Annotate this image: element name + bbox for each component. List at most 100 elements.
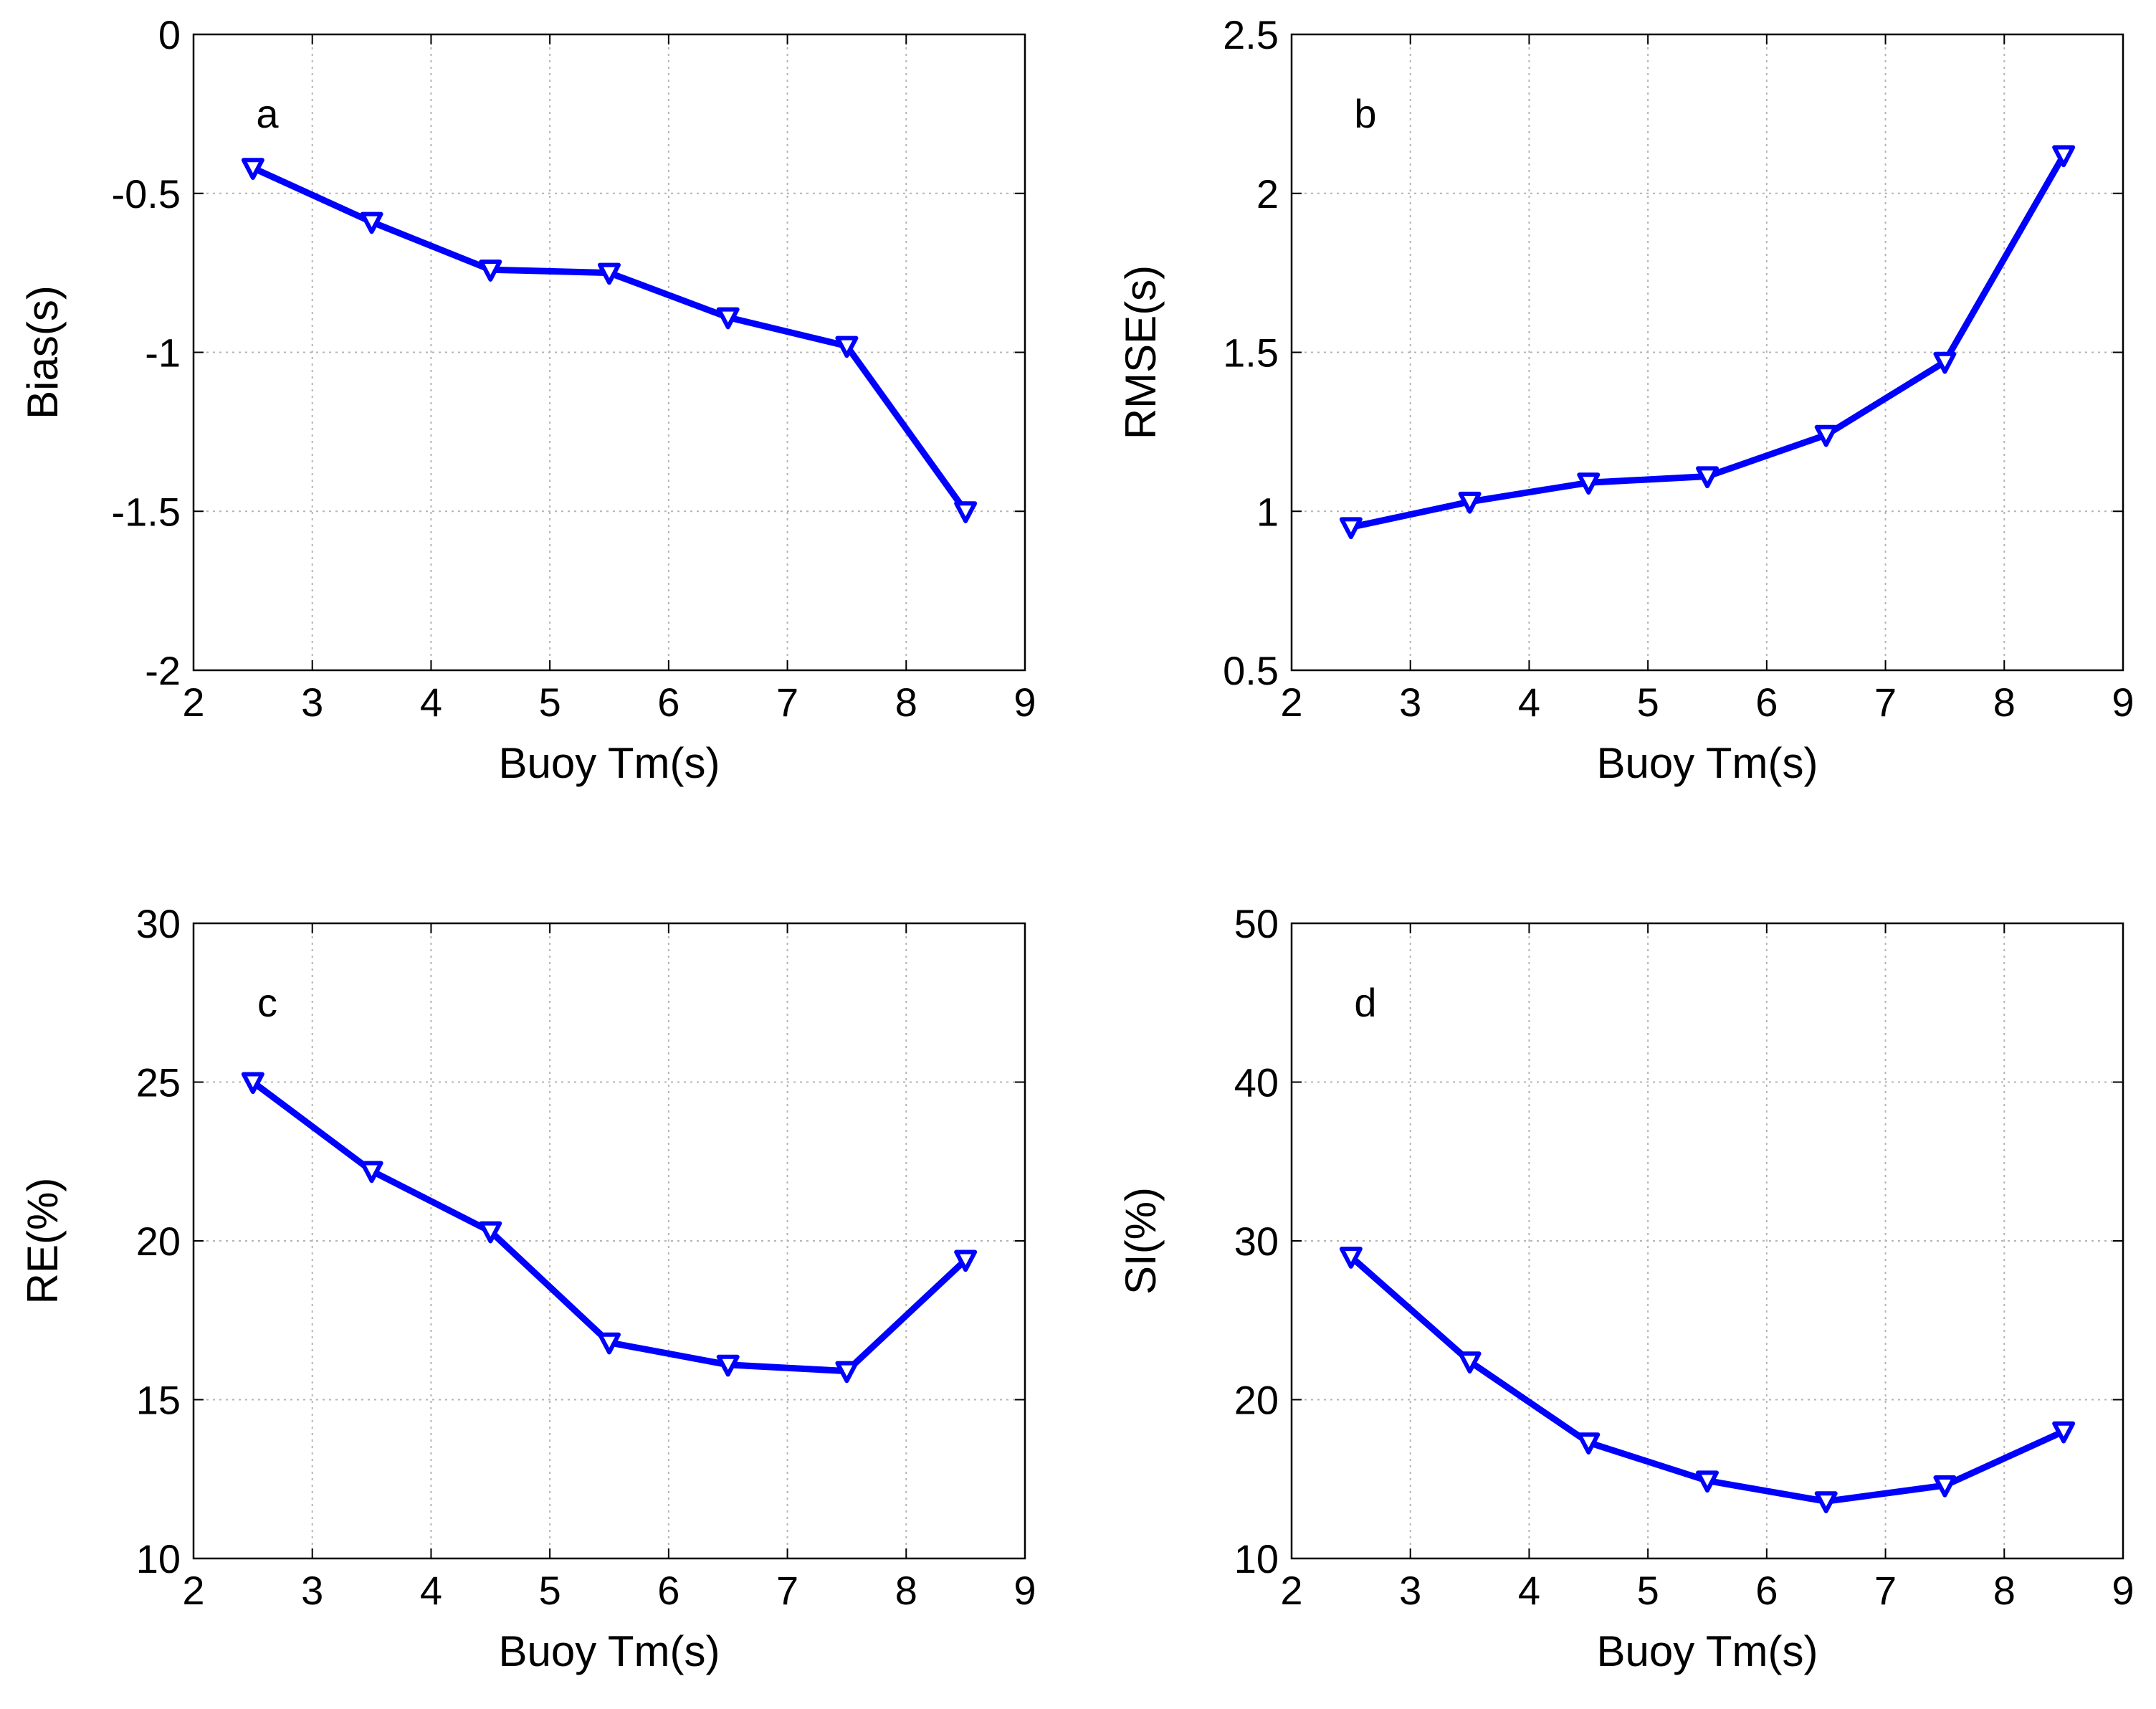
y-tick-label: 10 [1234, 1536, 1279, 1581]
data-point-marker [360, 211, 383, 234]
y-tick-label: 30 [136, 901, 181, 946]
y-tick-label: 15 [136, 1378, 181, 1423]
data-point-marker [360, 1161, 383, 1184]
x-tick-label: 7 [1874, 680, 1897, 725]
panel-label: d [1354, 980, 1376, 1025]
y-tick-label: 30 [1234, 1219, 1279, 1264]
data-point-marker [1814, 1491, 1838, 1513]
y-tick-label: -2 [145, 648, 181, 693]
y-tick-label: 1 [1256, 489, 1279, 534]
x-axis-label: Buoy Tm(s) [499, 739, 720, 787]
x-tick-label: 7 [776, 1568, 798, 1613]
y-tick-label: 20 [1234, 1378, 1279, 1423]
x-tick-label: 5 [539, 1568, 561, 1613]
y-axis-label: RE(%) [19, 1178, 67, 1305]
x-tick-label: 3 [1399, 1568, 1421, 1613]
data-point-marker [954, 501, 978, 523]
x-tick-label: 6 [657, 1568, 679, 1613]
x-tick-label: 4 [420, 1568, 442, 1613]
x-tick-label: 2 [1280, 1568, 1302, 1613]
x-tick-label: 2 [182, 1568, 204, 1613]
data-point-marker [2052, 145, 2076, 168]
x-tick-label: 2 [182, 680, 204, 725]
chart-panel-d: 2 3 4 5 6 7 8 9 50 40 30 20 10 Buoy Tm(s) SI(%) d [1117, 901, 2134, 1675]
data-point-marker [479, 1221, 502, 1244]
x-axis-label: Buoy Tm(s) [499, 1627, 720, 1675]
y-tick-label: 20 [136, 1219, 181, 1264]
data-point-marker [835, 1361, 859, 1384]
data-point-marker [241, 1072, 264, 1095]
x-tick-label: 5 [539, 680, 561, 725]
x-tick-label: 2 [1280, 680, 1302, 725]
data-point-marker [1577, 472, 1601, 495]
data-point-marker [598, 262, 621, 285]
x-tick-label: 4 [1518, 1568, 1540, 1613]
x-tick-label: 3 [1399, 680, 1421, 725]
y-tick-label: 2 [1256, 171, 1279, 216]
plot-area [1292, 923, 2123, 1558]
axes-frame [1290, 922, 2124, 1560]
data-point-marker [1458, 491, 1482, 514]
y-tick-label: -0.5 [112, 171, 181, 216]
y-tick-label: -1 [145, 330, 181, 376]
x-tick-label: 8 [895, 1568, 917, 1613]
y-tick-label: 40 [1234, 1060, 1279, 1105]
plot-area [1292, 34, 2123, 670]
data-point-marker [835, 335, 859, 358]
x-tick-label: 4 [420, 680, 442, 725]
x-tick-label: 7 [776, 680, 798, 725]
x-tick-label: 9 [1013, 1568, 1036, 1613]
x-tick-label: 8 [1993, 1568, 2016, 1613]
x-tick-label: 3 [301, 1568, 323, 1613]
x-tick-label: 6 [1755, 680, 1778, 725]
chart-panel-c: 2 3 4 5 6 7 8 9 30 25 20 15 10 Buoy Tm(s) RE(%) c [19, 901, 1036, 1675]
x-tick-label: 8 [895, 680, 917, 725]
data-point-marker [1339, 517, 1363, 540]
x-tick-label: 5 [1637, 680, 1659, 725]
chart-panel-a: 2 3 4 5 6 7 8 9 0 -0.5 -1 -1.5 -2 Buoy Tm(s) Bias(s) a [19, 12, 1036, 787]
x-tick-label: 6 [657, 680, 679, 725]
data-point-marker [716, 307, 740, 330]
y-axis-label: SI(%) [1117, 1187, 1165, 1295]
panel-label: c [257, 980, 277, 1025]
plot-area [194, 923, 1025, 1558]
x-tick-label: 9 [2112, 680, 2134, 725]
data-point-marker [1577, 1432, 1601, 1455]
y-tick-label: 50 [1234, 901, 1279, 946]
data-point-marker [954, 1249, 978, 1272]
x-tick-label: 6 [1755, 1568, 1778, 1613]
data-point-marker [1933, 1475, 1957, 1498]
x-tick-label: 4 [1518, 680, 1540, 725]
data-point-marker [241, 158, 264, 180]
y-tick-label: 10 [136, 1536, 181, 1581]
data-point-marker [716, 1354, 740, 1377]
plot-area [194, 34, 1025, 670]
data-point-marker [1696, 466, 1719, 489]
data-point-marker [1933, 351, 1957, 374]
y-axis-label: RMSE(s) [1117, 265, 1165, 439]
x-tick-label: 9 [1013, 680, 1036, 725]
panel-label: b [1354, 91, 1376, 136]
axes-frame [192, 33, 1026, 672]
x-tick-label: 5 [1637, 1568, 1659, 1613]
y-tick-label: 1.5 [1223, 330, 1279, 376]
x-tick-label: 9 [2112, 1568, 2134, 1613]
chart-panel-b: 2 3 4 5 6 7 8 9 2.5 2 1.5 1 0.5 Buoy Tm(s) RMSE(s) b [1117, 12, 2134, 787]
y-tick-label: 0.5 [1223, 648, 1279, 693]
data-point-marker [598, 1332, 621, 1355]
y-tick-label: 25 [136, 1060, 181, 1105]
x-axis-label: Buoy Tm(s) [1597, 739, 1818, 787]
y-axis-label: Bias(s) [19, 285, 67, 419]
x-tick-label: 8 [1993, 680, 2016, 725]
x-tick-label: 7 [1874, 1568, 1897, 1613]
data-point-marker [479, 260, 502, 282]
data-point-marker [1814, 424, 1838, 447]
x-tick-label: 3 [301, 680, 323, 725]
y-tick-label: 0 [158, 12, 181, 57]
data-point-marker [1696, 1470, 1719, 1493]
axes-frame [192, 922, 1026, 1560]
data-point-marker [2052, 1421, 2076, 1444]
panel-label: a [256, 91, 279, 136]
data-point-marker [1458, 1351, 1482, 1374]
